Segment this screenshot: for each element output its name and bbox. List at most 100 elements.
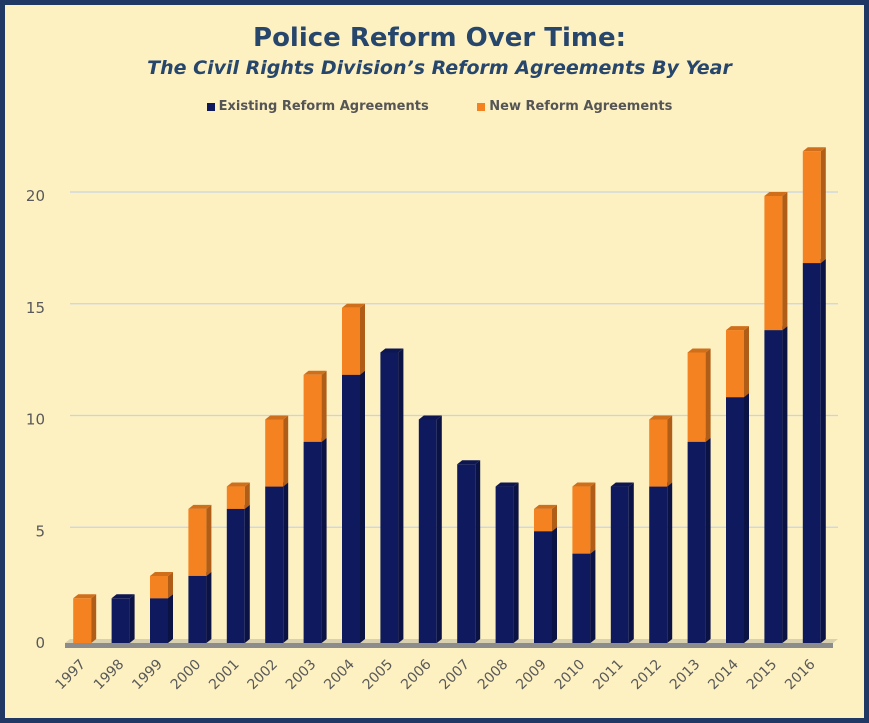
- bar-new: [188, 508, 207, 576]
- bar-existing: [265, 486, 284, 643]
- bar-existing: [188, 575, 207, 643]
- bar-new: [687, 352, 706, 442]
- bar-existing: [726, 397, 744, 643]
- chart-floor: [65, 639, 838, 643]
- bar-new-side: [244, 482, 250, 509]
- bar-existing: [418, 419, 437, 643]
- x-tick-label: 1997: [53, 657, 90, 694]
- bar-existing: [802, 263, 821, 643]
- bar-existing-side: [820, 259, 826, 643]
- x-tick-label: 2013: [667, 657, 704, 694]
- bar-new: [764, 196, 783, 331]
- legend-swatch-new: [477, 102, 486, 111]
- legend-label-existing: Existing Reform Agreements: [218, 99, 429, 114]
- bar-new: [534, 508, 552, 532]
- legend-item-new: New Reform Agreements: [477, 99, 672, 114]
- chart-canvas: 0 5 10 15 20 1997 1998 1999 2000 2001 2002 2003 2004…: [26, 147, 838, 694]
- x-tick-label: 2012: [629, 657, 666, 694]
- bar-new: [150, 575, 168, 599]
- bar-existing: [226, 508, 245, 643]
- bar-new: [226, 486, 245, 509]
- bar-new-top: [265, 415, 289, 420]
- bar-existing: [342, 374, 360, 643]
- bar-new-side: [168, 571, 173, 599]
- x-tick-label: 2002: [245, 657, 282, 694]
- x-tick-label: 2001: [206, 657, 243, 694]
- x-tick-label: 2008: [475, 657, 512, 694]
- x-tick-label: 2015: [744, 657, 781, 694]
- chart-subtitle: The Civil Rights Division’s Reform Agree…: [147, 57, 732, 79]
- bar-existing: [572, 553, 591, 643]
- bar-existing-top: [380, 348, 404, 353]
- bar-new-side: [321, 370, 327, 442]
- bar-new-side: [91, 594, 97, 643]
- y-tick-label: 20: [26, 187, 45, 205]
- bar-existing-side: [129, 594, 135, 643]
- bar-new: [802, 151, 821, 264]
- bar-existing-side: [360, 370, 365, 643]
- bar-new-top: [726, 326, 749, 331]
- bar-existing: [495, 486, 514, 643]
- legend-item-existing: Existing Reform Agreements: [206, 99, 429, 114]
- x-tick-label: 2004: [321, 656, 358, 693]
- bar-existing-side: [628, 482, 634, 643]
- bar-existing: [380, 352, 399, 643]
- bar-existing: [649, 486, 668, 643]
- bar-new: [265, 419, 284, 487]
- x-tick-label: 1998: [91, 657, 128, 694]
- bar-new: [73, 598, 92, 643]
- x-tick-label: 2006: [398, 656, 435, 693]
- bar-new-side: [283, 415, 289, 487]
- y-tick-label: 15: [26, 299, 45, 317]
- bar-new-top: [687, 348, 711, 353]
- bar-existing: [687, 441, 706, 643]
- bar-existing: [457, 464, 476, 643]
- bar-new-side: [360, 303, 365, 375]
- bar-new-side: [782, 192, 788, 331]
- bar-existing-side: [667, 482, 673, 643]
- x-tick-label: 2016: [782, 656, 819, 693]
- bar-new-top: [802, 147, 826, 152]
- legend-swatch-existing: [206, 102, 215, 111]
- bar-existing-side: [244, 504, 250, 643]
- bar-existing-side: [705, 437, 711, 643]
- bar-new-side: [206, 504, 212, 576]
- bar-existing-side: [283, 482, 289, 643]
- x-tick-label: 2011: [590, 657, 627, 694]
- bar-new-top: [303, 370, 327, 375]
- bar-existing-side: [321, 437, 327, 643]
- y-tick-label: 5: [35, 522, 45, 540]
- bar-new: [342, 307, 360, 375]
- bar-new-side: [705, 348, 711, 442]
- x-tick-label: 2007: [437, 657, 474, 694]
- bar-new: [572, 486, 591, 554]
- bar-new-top: [572, 482, 596, 487]
- bar-existing-side: [436, 415, 442, 643]
- bar-existing: [303, 441, 322, 643]
- bar-new-side: [667, 415, 673, 487]
- bar-new-top: [534, 504, 557, 509]
- bar-existing-top: [111, 594, 135, 599]
- x-tick-label: 2003: [283, 657, 320, 694]
- bar-new-top: [226, 482, 250, 487]
- bar-new: [303, 374, 322, 442]
- chart-floor-edge: [65, 643, 833, 648]
- legend-label-new: New Reform Agreements: [489, 99, 673, 114]
- y-tick-label: 0: [35, 634, 45, 652]
- bar-new-side: [820, 147, 826, 264]
- chart-title: Police Reform Over Time:: [253, 23, 626, 53]
- bar-existing: [764, 330, 783, 643]
- bar-existing: [610, 486, 629, 643]
- bar-existing-top: [610, 482, 634, 487]
- bar-new-top: [764, 192, 788, 196]
- bar-existing-top: [495, 482, 519, 487]
- legend: Existing Reform Agreements New Reform Ag…: [5, 99, 864, 115]
- x-tick-label: 2005: [360, 657, 397, 694]
- bar-existing-side: [206, 571, 212, 643]
- bar-new-top: [150, 571, 173, 576]
- bar-new-top: [342, 303, 365, 308]
- bar-existing-side: [590, 549, 596, 643]
- bar-new-side: [590, 482, 596, 554]
- bar-existing-side: [744, 393, 749, 643]
- bar-new: [726, 330, 744, 398]
